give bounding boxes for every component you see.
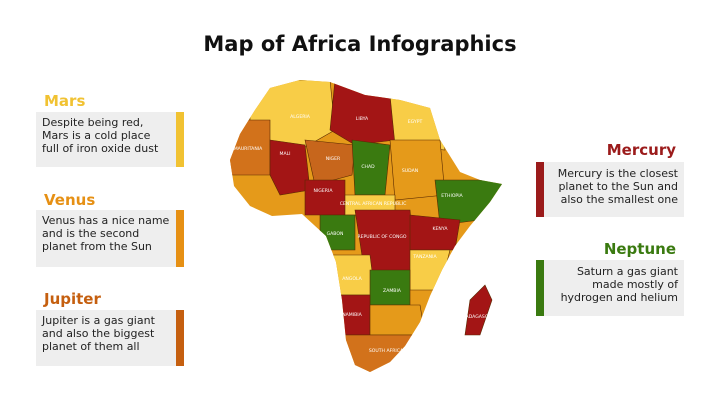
card-bar: [536, 162, 544, 217]
card-text: Saturn a gas giant made mostly of hydrog…: [560, 265, 678, 304]
country-label: CENTRAL AFRICAN REPUBLIC: [340, 201, 407, 207]
card-box: Venus has a nice name and is the second …: [36, 210, 184, 267]
country-label: ETHIOPIA: [441, 193, 463, 199]
country-label: TANZANIA: [412, 254, 437, 260]
card-box: Mercury is the closest planet to the Sun…: [536, 162, 684, 217]
card-text: Despite being red, Mars is a cold place …: [42, 116, 159, 155]
card-text: Mercury is the closest planet to the Sun…: [557, 167, 678, 206]
country-label: REPUBLIC OF CONGO: [357, 234, 406, 240]
card-heading: Mars: [44, 92, 86, 110]
country-label: LIBYA: [356, 116, 369, 122]
country-label: NAMIBIA: [342, 312, 362, 318]
country-label: SOUTH AFRICA: [369, 348, 404, 354]
card-heading: Neptune: [603, 240, 676, 258]
card-heading: Jupiter: [44, 290, 101, 308]
card-box: Saturn a gas giant made mostly of hydrog…: [536, 260, 684, 316]
country-label: NIGERIA: [314, 188, 334, 194]
country-label: SUDAN: [402, 168, 418, 174]
card-bar: [176, 310, 184, 366]
card-heading: Venus: [44, 191, 96, 209]
country-labels: ALGERIA LIBYA EGYPT MAURITANIA MALI NIGE…: [234, 114, 495, 354]
country-label: ANGOLA: [342, 276, 362, 282]
madagascar: [464, 284, 493, 336]
card-bar: [176, 112, 184, 167]
country-label: MALI: [279, 151, 290, 157]
country-label: KENYA: [433, 226, 449, 232]
title: Map of Africa Infographics: [203, 32, 517, 56]
country-label: EGYPT: [408, 119, 423, 125]
country-label: GABON: [327, 231, 344, 237]
country-label: NIGER: [326, 156, 341, 162]
country-label: MAURITANIA: [234, 146, 263, 152]
card-text: Venus has a nice name and is the second …: [42, 214, 170, 253]
card-heading: Mercury: [606, 141, 676, 159]
country-label: CHAD: [361, 164, 375, 170]
country-label: ZAMBIA: [383, 288, 402, 294]
card-bar: [536, 260, 544, 316]
countries: [230, 80, 502, 372]
country-label: MADAGASCAR: [462, 314, 496, 320]
card-text: Jupiter is a gas giant and also the bigg…: [42, 314, 155, 353]
card-box: Despite being red, Mars is a cold place …: [36, 112, 184, 167]
country-label: ALGERIA: [290, 114, 311, 120]
card-box: Jupiter is a gas giant and also the bigg…: [36, 310, 184, 366]
card-bar: [176, 210, 184, 267]
